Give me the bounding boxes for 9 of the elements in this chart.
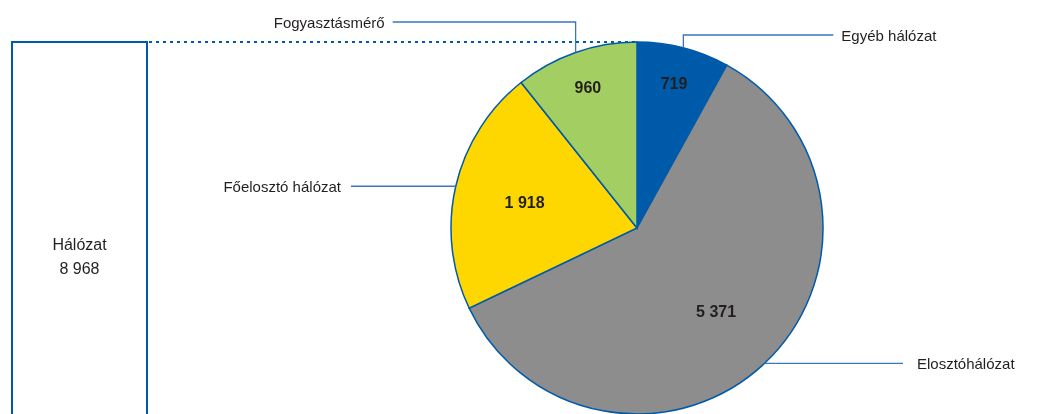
data-label: 960 (574, 79, 602, 97)
slice-label: Főelosztó hálózat (223, 177, 342, 195)
slice-label: Elosztóhálózat (917, 354, 1016, 372)
data-label: 1 918 (504, 193, 545, 211)
data-label: 719 (660, 75, 688, 93)
slice-label: Fogyasztásmérő (273, 13, 385, 31)
data-label: 5 371 (696, 303, 737, 321)
slice-label: Egyéb hálózat (841, 26, 938, 44)
text: Hálózat 8 968 (52, 236, 108, 277)
